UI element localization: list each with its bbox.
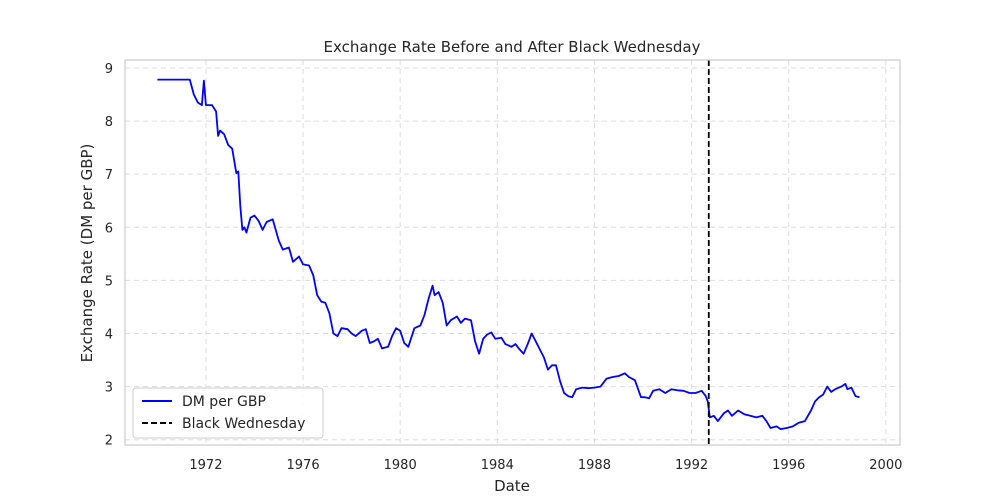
y-tick-label: 2	[105, 434, 113, 449]
x-tick-label: 1984	[481, 458, 514, 473]
y-tick-label: 4	[105, 327, 113, 342]
legend-box	[132, 387, 324, 439]
chart-title: Exchange Rate Before and After Black Wed…	[323, 38, 700, 56]
legend: DM per GBP Black Wednesday	[132, 387, 324, 439]
grid	[125, 60, 900, 445]
x-axis-label: Date	[494, 477, 530, 495]
x-tick-label: 1972	[189, 458, 222, 473]
legend-label-dm-per-gbp: DM per GBP	[182, 394, 266, 410]
x-tick-label: 1996	[772, 458, 805, 473]
series-line-dm-per-gbp	[157, 78, 860, 431]
y-tick-label: 6	[105, 221, 113, 236]
plot-frame	[124, 59, 901, 446]
plot-area	[157, 60, 860, 445]
x-tick-label: 1988	[578, 458, 611, 473]
y-tick-label: 8	[105, 115, 113, 130]
x-tick-label: 1980	[384, 458, 417, 473]
x-tick-label: 2000	[869, 458, 902, 473]
y-tick-label: 7	[105, 168, 113, 183]
tick-labels: 1972 1976 1980 1984 1988 1992 1996 2000 2 3 4 5 6 7 8 9	[105, 62, 903, 473]
x-tick-label: 1992	[675, 458, 708, 473]
y-tick-label: 5	[105, 274, 113, 289]
y-tick-label: 9	[105, 62, 113, 77]
y-tick-label: 3	[105, 381, 113, 396]
legend-label-black-wednesday: Black Wednesday	[182, 416, 305, 432]
y-axis-label: Exchange Rate (DM per GBP)	[78, 144, 96, 363]
x-tick-label: 1976	[287, 458, 320, 473]
